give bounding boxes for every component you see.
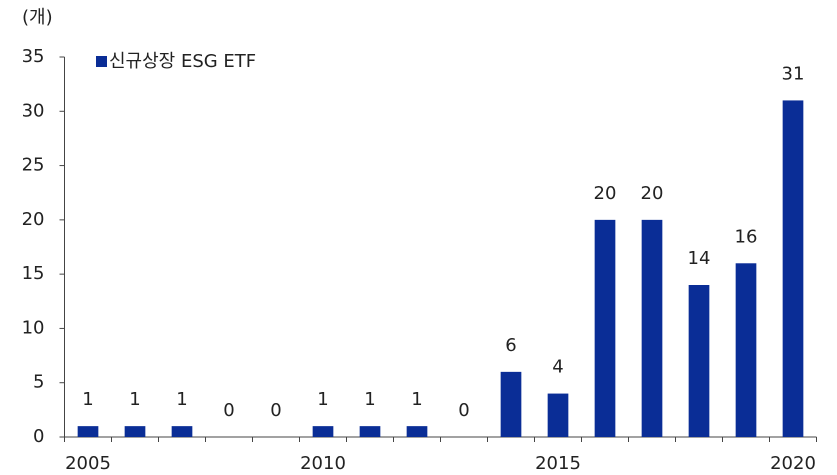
bar	[124, 426, 146, 437]
bar	[77, 426, 99, 437]
x-tick-label: 2020	[770, 453, 816, 474]
y-tick-label: 20	[22, 209, 45, 230]
bar	[406, 426, 428, 437]
data-label: 0	[458, 400, 469, 421]
data-label: 1	[411, 389, 422, 410]
x-tick-label: 2005	[65, 453, 111, 474]
y-tick-label: 30	[22, 100, 45, 121]
bar	[735, 263, 757, 437]
x-tick-label: 2010	[300, 453, 346, 474]
data-label: 6	[505, 335, 516, 356]
data-label: 0	[270, 400, 281, 421]
y-tick-label: 15	[22, 263, 45, 284]
x-tick-label: 2015	[535, 453, 581, 474]
data-label: 20	[641, 183, 664, 204]
y-tick-label: 25	[22, 155, 45, 176]
data-label: 1	[82, 389, 93, 410]
bar	[594, 219, 616, 437]
y-tick-label: 5	[33, 372, 44, 393]
bar	[500, 371, 522, 437]
bar	[782, 100, 804, 437]
data-label: 0	[223, 400, 234, 421]
legend-label: 신규상장 ESG ETF	[109, 51, 256, 72]
y-tick-label: 35	[22, 46, 45, 67]
data-label: 16	[735, 226, 758, 247]
y-axis-label: (개)	[22, 7, 53, 28]
bar	[312, 426, 334, 437]
data-label: 14	[688, 248, 711, 269]
data-label: 4	[552, 357, 563, 378]
bar	[641, 219, 663, 437]
y-tick-label: 0	[33, 426, 44, 447]
data-label: 1	[317, 389, 328, 410]
data-label: 31	[782, 63, 805, 84]
legend-swatch	[96, 56, 107, 67]
data-label: 20	[594, 183, 617, 204]
y-tick-label: 10	[22, 317, 45, 338]
bar	[171, 426, 193, 437]
data-label: 1	[364, 389, 375, 410]
data-label: 1	[176, 389, 187, 410]
bar	[688, 285, 710, 437]
bar	[547, 393, 569, 437]
bar	[359, 426, 381, 437]
data-label: 1	[129, 389, 140, 410]
